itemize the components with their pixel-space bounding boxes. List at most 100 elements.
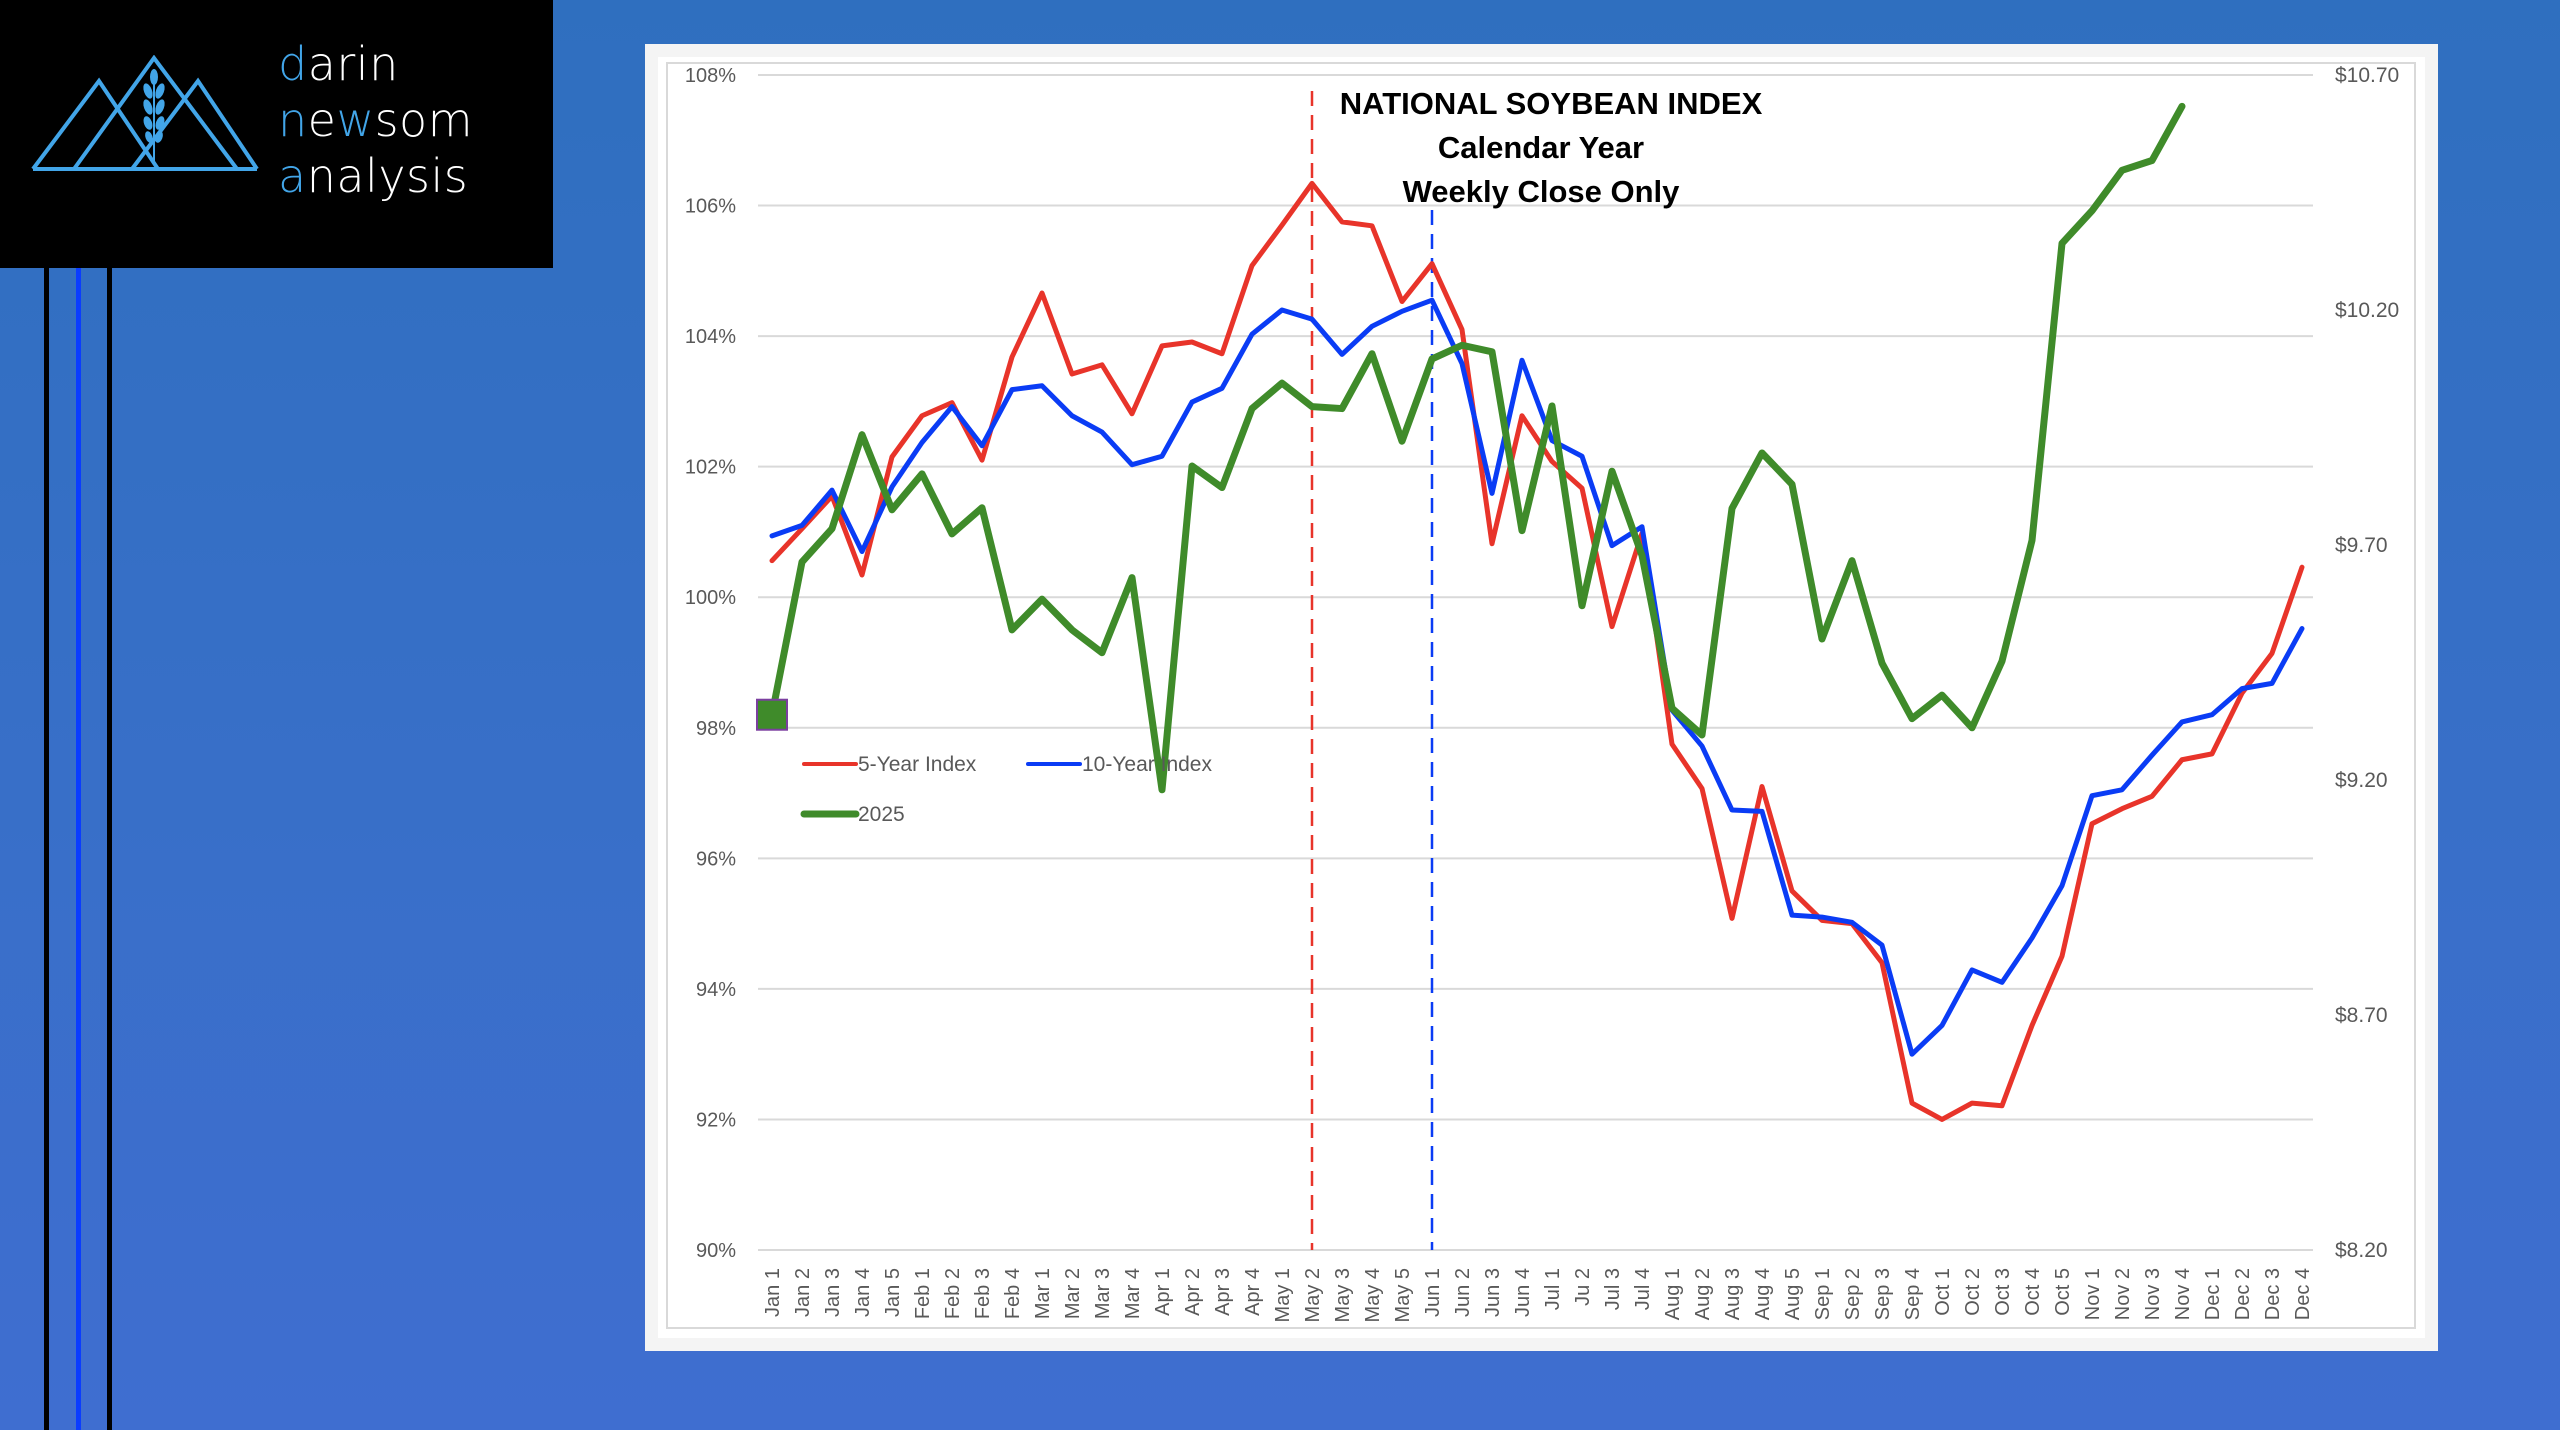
x-tick-label: Ju 2 xyxy=(1572,1268,1594,1306)
x-tick-label: Jan 4 xyxy=(852,1268,874,1317)
x-tick-label: Feb 4 xyxy=(1002,1268,1024,1319)
x-tick-label: Feb 3 xyxy=(972,1268,994,1319)
x-tick-label: Nov 3 xyxy=(2142,1268,2164,1320)
x-tick-label: Nov 2 xyxy=(2112,1268,2134,1320)
y-right-tick-label: $10.20 xyxy=(2335,299,2399,322)
x-tick-label: Jan 5 xyxy=(882,1268,904,1317)
x-tick-label: Sep 2 xyxy=(1842,1268,1864,1320)
x-tick-label: Feb 2 xyxy=(942,1268,964,1319)
x-tick-label: Apr 3 xyxy=(1212,1268,1234,1316)
x-tick-label: Jul 1 xyxy=(1542,1268,1564,1310)
x-tick-label: Jun 4 xyxy=(1512,1268,1534,1317)
x-tick-label: Aug 1 xyxy=(1662,1268,1684,1320)
x-tick-label: May 3 xyxy=(1332,1268,1354,1322)
y-axis-right-ticks: $8.20 $8.70 $9.20 $9.70 $10.20 $10.70 xyxy=(2335,64,2399,1262)
legend-label-5yr: 5-Year Index xyxy=(858,753,977,776)
x-tick-label: Feb 1 xyxy=(912,1268,934,1319)
brand-wordmark: darin newsom analysis xyxy=(278,36,473,204)
brand-accent-letter: d xyxy=(278,37,308,91)
x-tick-label: Dec 2 xyxy=(2232,1268,2254,1320)
brand-text: e xyxy=(307,93,337,147)
series-lines xyxy=(756,102,2305,1122)
y-left-tick-label: 108% xyxy=(685,65,736,87)
mountains-wheat-icon xyxy=(31,55,259,171)
y-left-tick-label: 100% xyxy=(685,587,736,609)
chart-plot-container xyxy=(666,62,2416,1329)
y-right-tick-label: $8.20 xyxy=(2335,1239,2388,1262)
start-marker xyxy=(756,698,788,731)
x-tick-label: Jun 1 xyxy=(1422,1268,1444,1317)
y-left-tick-label: 90% xyxy=(696,1240,736,1262)
wheat-icon xyxy=(143,69,165,163)
x-tick-label: Oct 4 xyxy=(2022,1268,2044,1316)
x-tick-label: May 4 xyxy=(1362,1268,1384,1322)
x-tick-label: Oct 2 xyxy=(1962,1268,1984,1316)
series-line-10-year-index xyxy=(769,297,2305,1057)
y-left-tick-label: 98% xyxy=(696,718,736,740)
decorative-stripe-black xyxy=(107,268,112,1430)
brand-text: som xyxy=(374,93,474,147)
x-tick-label: May 5 xyxy=(1392,1268,1414,1322)
y-right-tick-label: $8.70 xyxy=(2335,1004,2388,1027)
x-tick-label: Jun 2 xyxy=(1452,1268,1474,1317)
x-tick-label: Oct 1 xyxy=(1932,1268,1954,1316)
reference-lines xyxy=(1310,91,1434,1250)
y-left-tick-label: 102% xyxy=(685,457,736,479)
chart-title: NATIONAL SOYBEAN INDEX xyxy=(1340,86,1763,121)
brand-line-2: newsom xyxy=(278,92,473,148)
y-right-tick-label: $9.20 xyxy=(2335,769,2388,792)
x-tick-label: Nov 4 xyxy=(2172,1268,2194,1320)
y-left-tick-label: 92% xyxy=(696,1109,736,1131)
legend-label-10yr: 10-Year Index xyxy=(1082,753,1212,776)
brand-logo: darin newsom analysis xyxy=(0,0,553,268)
x-tick-label: Aug 4 xyxy=(1752,1268,1774,1320)
brand-accent-letter: w xyxy=(336,93,375,147)
x-tick-label: Mar 3 xyxy=(1092,1268,1114,1319)
x-tick-label: Mar 2 xyxy=(1062,1268,1084,1319)
x-tick-label: Jan 3 xyxy=(822,1268,844,1317)
brand-accent-letter: a xyxy=(278,149,307,203)
x-tick-label: Aug 2 xyxy=(1692,1268,1714,1320)
x-tick-label: Mar 4 xyxy=(1122,1268,1144,1319)
x-tick-label: Aug 5 xyxy=(1782,1268,1804,1320)
y-right-tick-label: $9.70 xyxy=(2335,534,2388,557)
x-tick-label: Dec 1 xyxy=(2202,1268,2224,1320)
chart-subtitle-2: Weekly Close Only xyxy=(1403,174,1681,209)
x-tick-label: May 1 xyxy=(1272,1268,1294,1322)
x-tick-label: Jul 3 xyxy=(1602,1268,1624,1310)
gridlines xyxy=(758,74,2313,1251)
x-tick-label: Dec 4 xyxy=(2292,1268,2314,1320)
brand-text: nalysis xyxy=(306,149,469,203)
x-tick-label: Oct 5 xyxy=(2052,1268,2074,1316)
decorative-stripe-blue xyxy=(76,268,81,1430)
brand-text: arin xyxy=(307,37,399,91)
x-tick-label: Aug 3 xyxy=(1722,1268,1744,1320)
brand-accent-letter: n xyxy=(278,93,308,147)
y-right-tick-label: $10.70 xyxy=(2335,64,2399,87)
x-tick-label: Dec 3 xyxy=(2262,1268,2284,1320)
chart-title-block: NATIONAL SOYBEAN INDEX Calendar Year Wee… xyxy=(1340,86,1763,209)
y-left-tick-label: 104% xyxy=(685,326,736,348)
x-tick-label: Jul 4 xyxy=(1632,1268,1654,1310)
x-tick-label: Sep 4 xyxy=(1902,1268,1924,1320)
x-tick-label: Mar 1 xyxy=(1032,1268,1054,1319)
y-left-tick-label: 106% xyxy=(685,196,736,218)
x-tick-label: May 2 xyxy=(1302,1268,1324,1322)
chart-legend: 5-Year Index 10-Year Index 2025 xyxy=(800,753,1212,826)
y-axis-left-ticks: 90% 92% 94% 96% 98% 100% 102% 104% 106% 108% xyxy=(685,65,736,1262)
y-left-tick-label: 96% xyxy=(696,848,736,870)
legend-label-2025: 2025 xyxy=(858,803,905,826)
x-axis-ticks: Jan 1 Jan 2 Jan 3 Jan 4 Jan 5 Feb 1 Feb 2 Feb 3… xyxy=(762,1268,2314,1322)
x-tick-label: Oct 3 xyxy=(1992,1268,2014,1316)
x-tick-label: Sep 3 xyxy=(1872,1268,1894,1320)
series-line-5-year-index xyxy=(769,180,2305,1122)
decorative-stripe-black xyxy=(44,268,49,1430)
x-tick-label: Apr 4 xyxy=(1242,1268,1264,1316)
x-tick-label: Jan 1 xyxy=(762,1268,784,1317)
x-tick-label: Nov 1 xyxy=(2082,1268,2104,1320)
brand-line-3: analysis xyxy=(278,148,473,204)
x-tick-label: Apr 1 xyxy=(1152,1268,1174,1316)
x-tick-label: Sep 1 xyxy=(1812,1268,1834,1320)
brand-line-1: darin xyxy=(278,36,473,92)
